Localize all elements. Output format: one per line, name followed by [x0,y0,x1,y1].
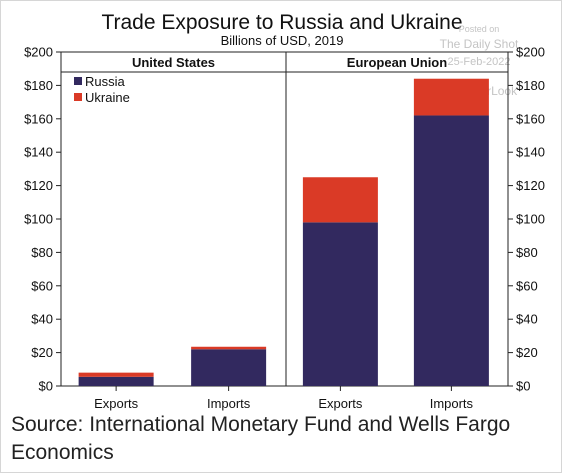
x-tick-label: Exports [318,396,363,411]
y-tick-label-right: $60 [516,278,538,293]
watermark-date: 25-Feb-2022 [448,56,511,68]
legend-label-ukraine: Ukraine [85,90,130,105]
bar-ukraine [302,177,378,223]
y-tick-label-right: $40 [516,312,538,327]
bar-ukraine [191,346,267,350]
watermark-site: The Daily Shot [440,37,519,51]
y-tick-label-right: $120 [516,178,545,193]
legend-label-russia: Russia [85,74,126,89]
y-tick-label-left: $200 [24,45,53,60]
bar-russia [78,376,154,386]
y-tick-label-right: $100 [516,212,545,227]
y-tick-label-right: $200 [516,45,545,60]
bars [78,78,489,387]
chart-title: Trade Exposure to Russia and Ukraine [101,11,462,34]
y-tick-label-left: $40 [31,312,53,327]
y-tick-label-right: $20 [516,345,538,360]
chart-subtitle: Billions of USD, 2019 [221,33,344,48]
y-tick-label-left: $160 [24,111,53,126]
x-tick-label: Imports [430,396,474,411]
y-tick-label-right: $140 [516,145,545,160]
y-tick-label-left: $140 [24,145,53,160]
bar-ukraine [78,372,154,377]
axes: $0 $0 $20 $20 $40 $40 $60 $60 $80 $80 $100 $100 $120… [24,45,545,412]
y-tick-label-right: $80 [516,245,538,260]
panel-title: United States [132,55,215,70]
y-tick-label-left: $120 [24,178,53,193]
y-tick-label-right: $0 [516,379,530,394]
bar-russia [191,349,267,386]
y-tick-label-left: $180 [24,78,53,93]
x-tick-label: Exports [94,396,139,411]
x-tick-label: Imports [207,396,251,411]
watermark-posted-on: Posted on [459,24,500,34]
y-tick-label-left: $60 [31,278,53,293]
bar-russia [302,222,378,386]
y-tick-label-right: $180 [516,78,545,93]
legend-swatch-russia [74,77,82,85]
bar-ukraine [413,78,489,116]
y-tick-label-left: $0 [39,379,53,394]
y-tick-label-left: $100 [24,212,53,227]
bar-russia [413,115,489,387]
y-tick-label-left: $80 [31,245,53,260]
y-tick-label-right: $160 [516,111,545,126]
legend-swatch-ukraine [74,93,82,101]
panel-title: European Union [347,55,447,70]
y-tick-label-left: $20 [31,345,53,360]
chart: Trade Exposure to Russia and Ukraine Bil… [24,11,545,412]
source-note: Source: International Monetary Fund and … [11,413,511,464]
